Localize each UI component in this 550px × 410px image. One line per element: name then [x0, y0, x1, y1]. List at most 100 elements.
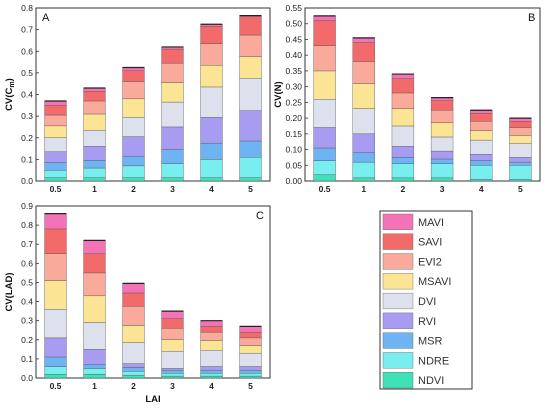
- bar-segment-dvi: [122, 117, 145, 137]
- bar-segment-evi2: [200, 331, 223, 341]
- legend-label-ndre: NDRE: [418, 355, 449, 367]
- bar-segment-msavi: [313, 70, 336, 100]
- y-tick-label: 0.7: [21, 25, 33, 35]
- y-tick-label: 0.2: [21, 133, 33, 143]
- y-tick-label: 0.5: [21, 68, 33, 78]
- plot-frame: [304, 7, 541, 182]
- legend-swatch-ndre: [382, 352, 414, 369]
- legend-label-msavi: MSAVI: [418, 276, 451, 288]
- bar-segment-msr: [83, 364, 106, 369]
- x-tick-label: 0.5: [319, 184, 331, 194]
- bar-segment-msavi: [352, 83, 375, 109]
- y-tick-label: 0.00: [285, 176, 302, 186]
- x-tick-label: 2: [131, 184, 136, 194]
- bar-segment-ndvi: [161, 375, 184, 379]
- bar-segment-ndvi: [430, 177, 454, 182]
- legend-swatch-savi: [382, 233, 414, 250]
- bar-segment-ndvi: [239, 375, 262, 379]
- legend-label-evi2: EVI2: [418, 256, 442, 268]
- bar-segment-evi2: [352, 61, 375, 84]
- bar-segment-ndvi: [509, 179, 532, 182]
- bar-segment-dvi: [391, 125, 415, 147]
- legend-label-ndvi: NDVI: [418, 375, 444, 387]
- bar-segment-rvi: [161, 368, 184, 371]
- bar-segment-msr: [239, 140, 262, 158]
- x-tick-label: 1: [361, 184, 366, 194]
- bar-segment-ndre: [509, 165, 532, 180]
- y-tick-label: 0.10: [285, 145, 302, 155]
- bar-segment-mavi: [83, 240, 106, 254]
- legend-label-mavi: MAVI: [418, 217, 444, 229]
- bar-segment-ndre: [122, 165, 145, 178]
- bar-segment-evi2: [44, 114, 67, 127]
- bar-segment-ndvi: [200, 375, 223, 379]
- y-tick-label: 0.3: [21, 316, 33, 326]
- bar-segment-ndre: [44, 366, 67, 375]
- bar-segment-rvi: [352, 133, 375, 153]
- bar-segment-ndre: [161, 373, 184, 377]
- bar-segment-savi: [122, 292, 145, 307]
- x-tick-label: 3: [170, 381, 175, 391]
- x-tick-label: 5: [518, 184, 523, 194]
- legend-label-savi: SAVI: [418, 237, 442, 249]
- bar-segment-evi2: [83, 272, 106, 297]
- bar-segment-mavi: [122, 283, 145, 294]
- bar-segment-msr: [122, 367, 145, 372]
- plot-frame: [35, 205, 271, 379]
- y-tick-label: 0.9: [21, 201, 33, 211]
- bar-segment-dvi: [239, 352, 262, 367]
- y-tick-label: 0.5: [21, 277, 33, 287]
- y-tick-label: 0.7: [21, 239, 33, 249]
- y-axis-label: CV(LAD): [4, 272, 15, 311]
- y-tick-label: 0.3: [21, 111, 33, 121]
- bar-segment-evi2: [200, 43, 223, 66]
- bar-segment-evi2: [470, 121, 493, 131]
- bar-segment-savi: [200, 326, 223, 333]
- bar-segment-evi2: [83, 100, 106, 115]
- bar-segment-msavi: [161, 82, 184, 103]
- y-tick-label: 0.4: [21, 90, 33, 100]
- bar-segment-savi: [44, 105, 67, 116]
- bar-segment-msavi: [509, 135, 532, 144]
- bar-segment-savi: [470, 113, 493, 122]
- bar-segment-rvi: [122, 363, 145, 368]
- bar-segment-evi2: [161, 62, 184, 83]
- bar-segment-rvi: [509, 157, 532, 163]
- bar-segment-mavi: [44, 100, 67, 106]
- bar-segment-evi2: [239, 337, 262, 346]
- legend-swatch-mavi: [382, 213, 414, 230]
- bar-segment-ndvi: [200, 177, 223, 182]
- bar-segment-ndre: [430, 163, 454, 179]
- bar-segment-savi: [239, 16, 262, 36]
- bar-segment-msavi: [430, 122, 454, 138]
- bar-segment-msavi: [122, 325, 145, 343]
- bar-segment-dvi: [352, 108, 375, 135]
- bar-segment-ndre: [83, 368, 106, 375]
- bar-segment-evi2: [122, 81, 145, 100]
- bar-segment-evi2: [44, 253, 67, 281]
- bar-segment-msavi: [44, 125, 67, 138]
- bar-segment-ndvi: [83, 373, 106, 379]
- bar-segment-ndre: [391, 163, 415, 179]
- bar-segment-mavi: [391, 73, 415, 79]
- bar-segment-savi: [239, 331, 262, 339]
- bar-segment-savi: [430, 100, 454, 111]
- y-tick-label: 0.35: [285, 66, 302, 76]
- x-tick-label: 1: [92, 184, 97, 194]
- bar-segment-rvi: [200, 366, 223, 371]
- y-tick-label: 0.0: [21, 373, 33, 383]
- bar-segment-evi2: [122, 306, 145, 326]
- y-tick-label: 0.05: [285, 160, 302, 170]
- legend-swatch-ndvi: [382, 372, 414, 389]
- x-tick-label: 3: [170, 184, 175, 194]
- x-tick-label: 1: [92, 381, 97, 391]
- bar-segment-savi: [200, 26, 223, 44]
- bar-segment-savi: [122, 70, 145, 82]
- y-tick-label: 0.25: [285, 97, 302, 107]
- bar-segment-rvi: [430, 150, 454, 160]
- x-tick-label: 4: [479, 184, 484, 194]
- bar-segment-savi: [83, 91, 106, 102]
- y-tick-label: 0.55: [285, 3, 302, 13]
- bar-segment-ndvi: [83, 177, 106, 182]
